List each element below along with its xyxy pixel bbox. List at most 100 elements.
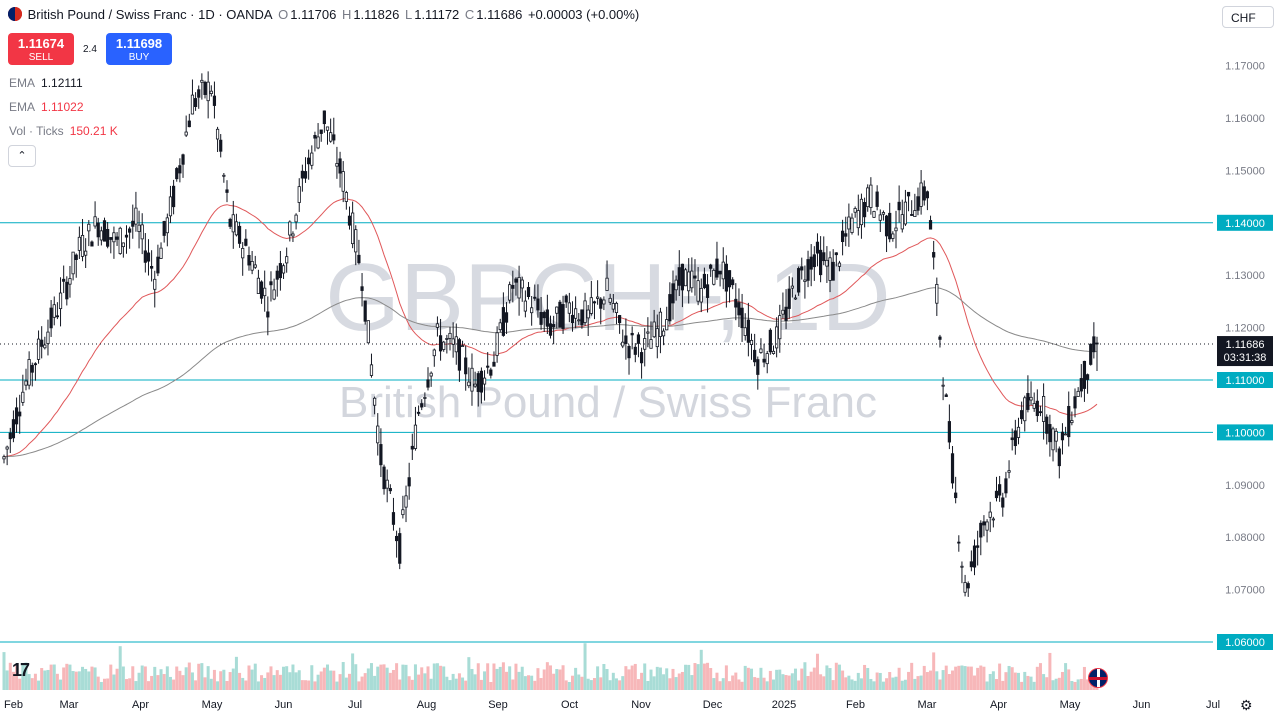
candle-body[interactable] bbox=[1057, 448, 1061, 467]
candle-body[interactable] bbox=[734, 298, 738, 308]
candle-body[interactable] bbox=[99, 230, 103, 241]
candle-body[interactable] bbox=[721, 261, 725, 280]
candle-body[interactable] bbox=[797, 268, 801, 293]
candle-body[interactable] bbox=[297, 186, 301, 203]
candle-body[interactable] bbox=[806, 259, 810, 281]
candle-body[interactable] bbox=[445, 338, 449, 340]
candle-body[interactable] bbox=[545, 309, 549, 327]
indicator-ema-fast[interactable]: EMA 1.11022 bbox=[9, 100, 84, 114]
candle-body[interactable] bbox=[1010, 437, 1014, 441]
candle-body[interactable] bbox=[106, 228, 110, 247]
candle-body[interactable] bbox=[668, 294, 672, 322]
time-axis-label[interactable]: Apr bbox=[990, 699, 1007, 711]
candle-body[interactable] bbox=[972, 545, 977, 568]
candle-body[interactable] bbox=[869, 184, 873, 208]
collapse-indicators-button[interactable]: ⌃ bbox=[8, 145, 36, 167]
candle-body[interactable] bbox=[14, 407, 19, 425]
candle-body[interactable] bbox=[938, 336, 942, 340]
time-axis-label[interactable]: Nov bbox=[631, 699, 651, 711]
price-axis-label[interactable]: 1.07000 bbox=[1225, 585, 1265, 597]
candle-body[interactable] bbox=[950, 453, 955, 484]
candle-body[interactable] bbox=[784, 306, 788, 321]
candle-body[interactable] bbox=[159, 247, 163, 259]
candle-body[interactable] bbox=[712, 269, 716, 285]
candle-body[interactable] bbox=[740, 307, 744, 329]
candle-body[interactable] bbox=[749, 339, 754, 345]
uk-flag-icon[interactable] bbox=[1088, 668, 1108, 688]
candle-body[interactable] bbox=[586, 309, 590, 319]
candle-body[interactable] bbox=[65, 281, 69, 300]
candle-body[interactable] bbox=[536, 298, 540, 311]
candle-body[interactable] bbox=[1020, 410, 1024, 420]
candle-body[interactable] bbox=[985, 521, 989, 531]
candle-body[interactable] bbox=[30, 365, 34, 373]
candle-body[interactable] bbox=[555, 306, 559, 314]
candle-body[interactable] bbox=[743, 327, 747, 336]
candle-body[interactable] bbox=[982, 521, 986, 526]
candle-body[interactable] bbox=[574, 308, 578, 319]
candle-body[interactable] bbox=[787, 288, 791, 309]
candle-body[interactable] bbox=[988, 511, 992, 518]
candle-body[interactable] bbox=[410, 445, 414, 450]
candle-body[interactable] bbox=[1082, 360, 1087, 389]
candle-body[interactable] bbox=[539, 312, 543, 325]
candle-body[interactable] bbox=[272, 289, 276, 300]
candle-body[interactable] bbox=[388, 488, 392, 492]
candle-body[interactable] bbox=[1067, 405, 1071, 438]
candle-body[interactable] bbox=[976, 545, 980, 548]
candle-body[interactable] bbox=[577, 319, 581, 322]
sell-button[interactable]: 1.11674 SELL bbox=[8, 33, 74, 65]
candle-body[interactable] bbox=[1070, 420, 1074, 424]
candle-body[interactable] bbox=[630, 332, 634, 336]
candle-body[interactable] bbox=[369, 364, 374, 376]
candle-body[interactable] bbox=[156, 256, 160, 274]
time-axis-label[interactable]: Jun bbox=[275, 699, 293, 711]
candle-body[interactable] bbox=[451, 338, 455, 345]
candle-body[interactable] bbox=[237, 225, 242, 244]
candle-body[interactable] bbox=[828, 257, 832, 281]
candle-body[interactable] bbox=[875, 191, 879, 207]
candle-body[interactable] bbox=[994, 490, 999, 499]
candle-body[interactable] bbox=[335, 163, 339, 167]
candle-body[interactable] bbox=[310, 152, 314, 166]
candles[interactable] bbox=[2, 71, 1099, 597]
candle-body[interactable] bbox=[285, 256, 289, 264]
candle-body[interactable] bbox=[922, 186, 926, 201]
candle-body[interactable] bbox=[80, 235, 85, 257]
candle-body[interactable] bbox=[275, 270, 279, 280]
candle-body[interactable] bbox=[558, 301, 562, 328]
candle-body[interactable] bbox=[960, 565, 964, 568]
candle-body[interactable] bbox=[847, 216, 851, 230]
candle-body[interactable] bbox=[696, 280, 700, 302]
candle-body[interactable] bbox=[790, 285, 794, 289]
candle-body[interactable] bbox=[281, 265, 286, 274]
candle-body[interactable] bbox=[259, 281, 264, 299]
candle-body[interactable] bbox=[212, 95, 217, 106]
candle-body[interactable] bbox=[1063, 433, 1068, 436]
candle-body[interactable] bbox=[809, 256, 813, 270]
candle-body[interactable] bbox=[24, 380, 28, 386]
candle-body[interactable] bbox=[373, 397, 377, 406]
candle-body[interactable] bbox=[332, 134, 336, 141]
candle-body[interactable] bbox=[605, 277, 609, 291]
candle-body[interactable] bbox=[759, 348, 763, 353]
candle-body[interactable] bbox=[583, 300, 587, 323]
candle-body[interactable] bbox=[514, 278, 518, 283]
candle-body[interactable] bbox=[944, 394, 948, 397]
candle-body[interactable] bbox=[530, 307, 534, 314]
candle-body[interactable] bbox=[928, 220, 933, 230]
candle-body[interactable] bbox=[43, 344, 47, 349]
candle-body[interactable] bbox=[602, 299, 606, 305]
indicator-volume[interactable]: Vol · Ticks 150.21 K bbox=[9, 124, 118, 138]
candle-body[interactable] bbox=[404, 495, 408, 508]
candle-body[interactable] bbox=[884, 215, 889, 237]
candle-body[interactable] bbox=[366, 320, 370, 344]
candle-body[interactable] bbox=[1089, 343, 1093, 365]
candle-body[interactable] bbox=[526, 286, 531, 297]
candle-body[interactable] bbox=[27, 359, 31, 386]
candle-body[interactable] bbox=[172, 185, 176, 208]
candle-body[interactable] bbox=[351, 212, 355, 245]
candle-body[interactable] bbox=[1042, 396, 1046, 422]
candle-body[interactable] bbox=[859, 198, 864, 226]
